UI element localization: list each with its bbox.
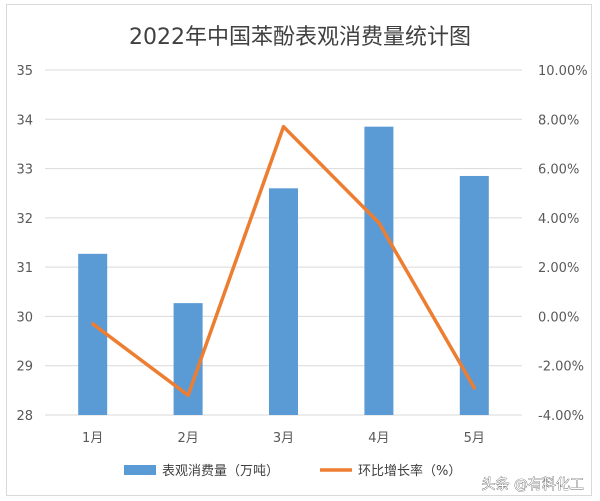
right-tick-label: -2.00% <box>538 360 584 375</box>
right-tick-label: 0.00% <box>538 310 579 325</box>
bar-series <box>78 126 489 415</box>
x-tick-label: 3月 <box>273 431 294 446</box>
legend-label-bar: 表观消费量（万吨） <box>162 464 279 479</box>
right-tick-label: -4.00% <box>538 409 584 424</box>
bar <box>269 188 298 415</box>
left-tick-label: 34 <box>16 113 33 128</box>
legend-swatch-bar <box>124 465 156 475</box>
series-line <box>90 124 477 398</box>
bar <box>173 303 203 415</box>
chart-title: 2022年中国苯酚表观消费量统计图 <box>129 25 471 50</box>
axes: 28 -4.00% 29 -2.00% 30 0.00% 31 2.00% 32 4.00% 33 6… <box>16 64 587 446</box>
bar <box>78 253 108 415</box>
right-tick-label: 8.00% <box>538 113 579 128</box>
left-tick-label: 28 <box>16 409 33 424</box>
line-series <box>90 124 477 398</box>
bar <box>364 126 394 415</box>
right-tick-label: 6.00% <box>538 163 579 178</box>
left-tick-label: 35 <box>16 64 33 79</box>
legend-label-line: 环比增长率（%） <box>358 463 461 479</box>
x-tick-label: 5月 <box>464 431 485 446</box>
right-tick-label: 2.00% <box>538 261 579 276</box>
left-tick-label: 33 <box>16 163 33 178</box>
left-tick-label: 31 <box>16 261 33 276</box>
right-tick-label: 4.00% <box>538 212 579 227</box>
watermark-text: 头条 @有料化工 <box>482 476 584 493</box>
left-tick-label: 30 <box>16 310 33 325</box>
left-tick-label: 29 <box>16 360 33 375</box>
left-tick-label: 32 <box>16 212 33 227</box>
bar <box>459 175 489 415</box>
x-tick-label: 2月 <box>177 431 198 446</box>
right-tick-label: 10.00% <box>538 64 588 79</box>
x-tick-label: 1月 <box>82 431 103 446</box>
legend: 表观消费量（万吨） 环比增长率（%） <box>124 463 461 479</box>
x-tick-label: 4月 <box>368 431 389 446</box>
